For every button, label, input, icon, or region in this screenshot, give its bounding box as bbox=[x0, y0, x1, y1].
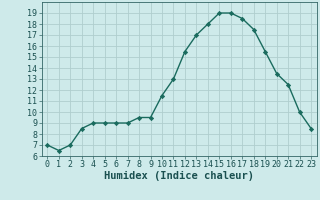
X-axis label: Humidex (Indice chaleur): Humidex (Indice chaleur) bbox=[104, 171, 254, 181]
